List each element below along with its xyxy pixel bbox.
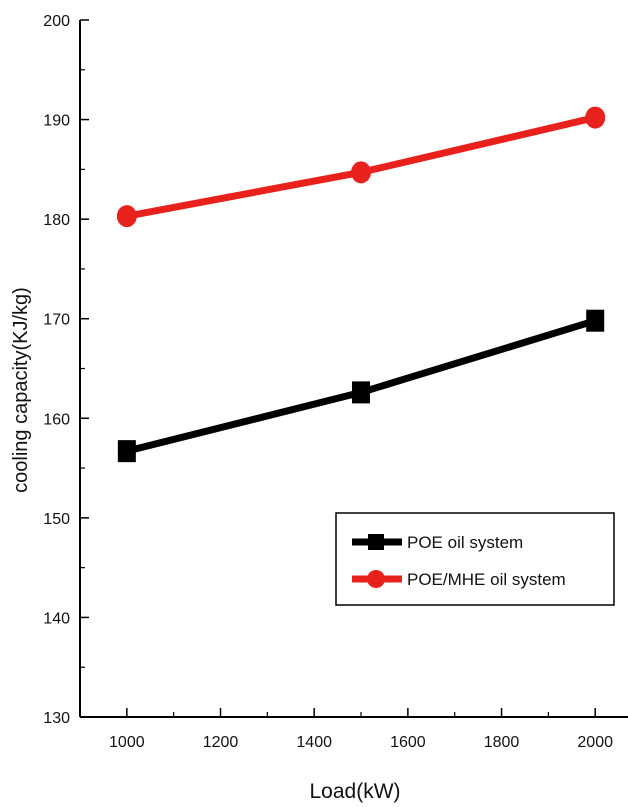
data-point-circle — [116, 205, 137, 228]
x-tick-label: 1400 — [296, 734, 332, 751]
data-point-square — [586, 309, 605, 332]
series-2 — [116, 106, 606, 228]
series-layer — [116, 106, 606, 463]
plot-frame — [79, 20, 628, 718]
x-axis-title: Load(kW) — [309, 780, 400, 803]
y-tick-label: 200 — [43, 13, 70, 30]
y-tick-label: 130 — [43, 710, 70, 727]
x-axis-ticks: 1000 1200 1400 1600 1800 2000 — [109, 708, 613, 751]
data-point-circle — [351, 161, 372, 184]
y-tick-label: 140 — [43, 610, 70, 627]
x-tick-label: 1800 — [484, 734, 520, 751]
y-axis-ticks: 130 140 150 160 170 180 190 200 — [43, 13, 89, 727]
legend-items: POE oil system POE/MHE oil system — [352, 533, 566, 589]
y-tick-label: 160 — [43, 411, 70, 428]
legend-label: POE oil system — [407, 533, 523, 552]
y-tick-label: 190 — [43, 113, 70, 130]
y-tick-label: 150 — [43, 511, 70, 528]
x-tick-label: 1600 — [390, 734, 426, 751]
data-point-square — [352, 381, 371, 404]
legend: POE oil system POE/MHE oil system — [335, 512, 615, 606]
y-tick-label: 170 — [43, 312, 70, 329]
x-tick-label: 1200 — [203, 734, 239, 751]
legend-label: POE/MHE oil system — [407, 570, 566, 589]
data-point-square — [117, 440, 136, 463]
data-point-circle — [585, 106, 606, 129]
y-tick-label: 180 — [43, 212, 70, 229]
x-tick-label: 2000 — [577, 734, 613, 751]
legend-box — [335, 512, 615, 606]
legend-marker-circle — [367, 570, 385, 588]
legend-marker-square — [368, 534, 384, 550]
x-tick-label: 1000 — [109, 734, 145, 751]
series-1 — [117, 309, 605, 463]
y-axis-title: cooling capacity(KJ/kg) — [10, 287, 32, 493]
